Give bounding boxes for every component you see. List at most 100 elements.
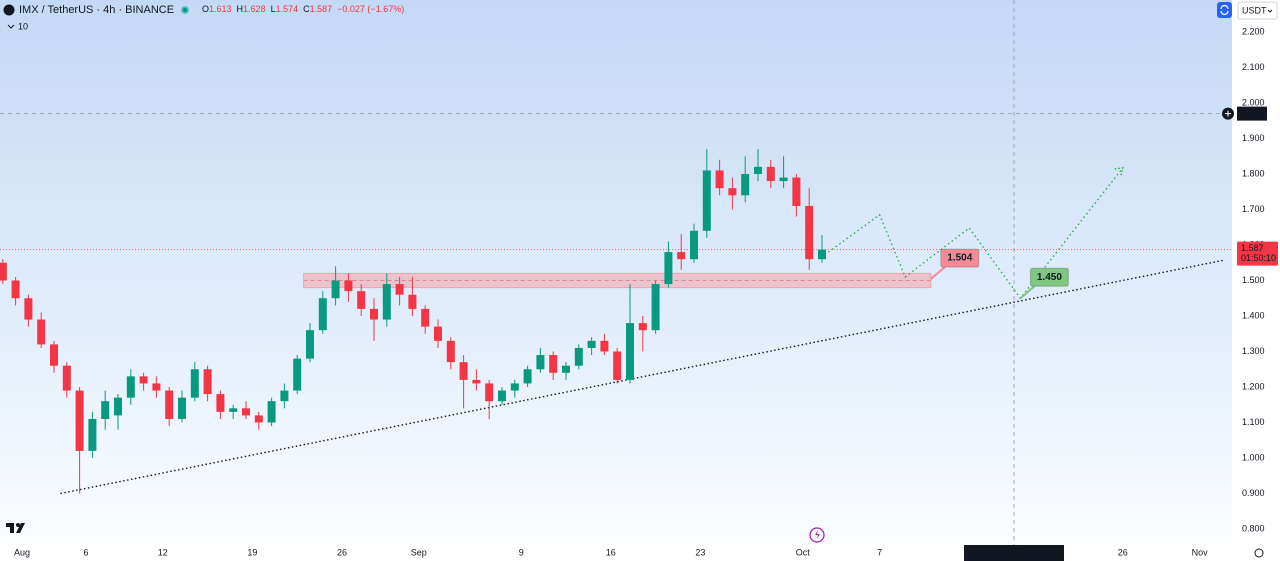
candle-body <box>613 351 622 380</box>
countdown-label: 01:50:10 <box>1241 253 1276 263</box>
annotation-box <box>940 248 980 268</box>
x-tick-label: 16 <box>606 547 616 557</box>
candle-body <box>818 249 826 260</box>
x-tick-label: 26 <box>1118 547 1128 557</box>
candle-body <box>792 177 801 206</box>
candle-body <box>139 376 148 384</box>
x-tick-label: 7 <box>877 547 882 557</box>
x-tick-label: 19 <box>247 547 257 557</box>
y-tick-label: 0.900 <box>1242 488 1265 498</box>
symbol-title: IMX / TetherUS · 4h · BINANCE <box>19 4 174 16</box>
candle-body <box>357 291 366 309</box>
ohlc-name: L <box>271 4 276 14</box>
ohlc-name: C <box>303 4 310 14</box>
logo-shape <box>6 523 25 533</box>
candle-body <box>664 252 673 285</box>
candle-body <box>280 390 289 402</box>
candle-body <box>242 408 250 416</box>
ohlc-value: 1.574 <box>276 4 299 14</box>
annotation-leader <box>930 266 946 280</box>
candle-body <box>651 284 660 331</box>
candle-body <box>344 280 353 292</box>
candle-body <box>472 379 481 384</box>
candle-body <box>498 390 506 402</box>
candle-body <box>523 369 532 384</box>
candle-body <box>754 166 762 174</box>
y-tick-label: 1.000 <box>1242 452 1265 462</box>
projection-arrowhead <box>1114 167 1124 177</box>
candle-body <box>600 340 609 352</box>
candle-body <box>293 358 302 391</box>
candle-body <box>318 298 327 331</box>
currency-caret <box>1267 9 1273 13</box>
candle-body <box>62 365 71 391</box>
candle-body <box>203 369 212 395</box>
candle-body <box>562 365 570 373</box>
y-tick-label: 0.800 <box>1242 523 1265 533</box>
candle-body <box>165 390 174 419</box>
y-tick-label: 1.100 <box>1242 417 1265 427</box>
tradingview-logo <box>6 523 25 533</box>
settings-icon[interactable] <box>1254 548 1264 558</box>
candle-body <box>510 383 519 391</box>
y-tick-label: 2.000 <box>1242 97 1265 107</box>
y-tick-label: 1.900 <box>1242 133 1265 143</box>
crosshair-x-tag <box>964 545 1064 561</box>
candle-body <box>88 418 97 451</box>
candle-body <box>216 394 225 412</box>
candle-body <box>446 340 455 363</box>
candle-body <box>101 401 110 419</box>
y-tick-label: 1.400 <box>1242 310 1265 320</box>
annotation-leader <box>1019 285 1036 300</box>
candle-body <box>152 383 161 391</box>
candle-body <box>690 230 698 260</box>
candle-body <box>178 397 186 419</box>
candle-body <box>626 323 634 380</box>
candle-body <box>766 166 775 182</box>
y-tick-label: 1.300 <box>1242 346 1265 356</box>
candle-body <box>11 280 20 299</box>
candle-body <box>267 401 276 423</box>
y-tick-label: 1.800 <box>1242 168 1265 178</box>
y-tick-label: 1.700 <box>1242 204 1265 214</box>
crosshair-x-label: Thu 17 Oct '24 12:00 <box>972 547 1056 557</box>
ohlc-name: O <box>202 4 209 14</box>
ohlc-value: 1.628 <box>243 4 266 14</box>
candle-body <box>779 177 788 182</box>
x-tick-label: 12 <box>158 547 168 557</box>
candle-body <box>485 383 494 402</box>
candle-body <box>421 308 430 327</box>
candle-body <box>434 326 442 341</box>
x-tick-label: Oct <box>796 547 811 557</box>
symbol-logo <box>3 4 15 16</box>
candle-body <box>24 298 33 320</box>
sync-icon <box>1220 4 1229 16</box>
annotation-box <box>1029 267 1069 287</box>
x-tick-label: Nov <box>1192 547 1209 557</box>
x-tick-label: 9 <box>519 547 524 557</box>
ohlc-values: O1.613 H1.628 L1.574 C1.587 −0.027 (−1.67%) <box>202 4 404 14</box>
last-price-label: 1.587 <box>1241 243 1264 253</box>
sync-button[interactable] <box>1217 2 1232 18</box>
candle-body <box>715 170 724 189</box>
events-icon[interactable] <box>809 527 825 543</box>
candle-body <box>587 340 596 348</box>
currency-button[interactable] <box>1237 1 1278 20</box>
status-dot-core <box>182 7 188 13</box>
candle-body <box>677 252 686 260</box>
collapse-icon[interactable] <box>7 24 15 29</box>
candle-body <box>536 355 545 370</box>
candle-body <box>395 284 404 295</box>
candle-body <box>306 330 314 359</box>
candle-body <box>702 170 711 231</box>
candle-body <box>229 408 238 412</box>
candle-body <box>408 294 417 309</box>
x-tick-label: 6 <box>83 547 88 557</box>
candle-body <box>574 347 583 366</box>
candle-body <box>638 323 647 331</box>
ohlc-value: 1.613 <box>209 4 232 14</box>
logo-dot <box>16 523 20 527</box>
candle-body <box>805 205 814 260</box>
candle-body <box>50 344 58 366</box>
